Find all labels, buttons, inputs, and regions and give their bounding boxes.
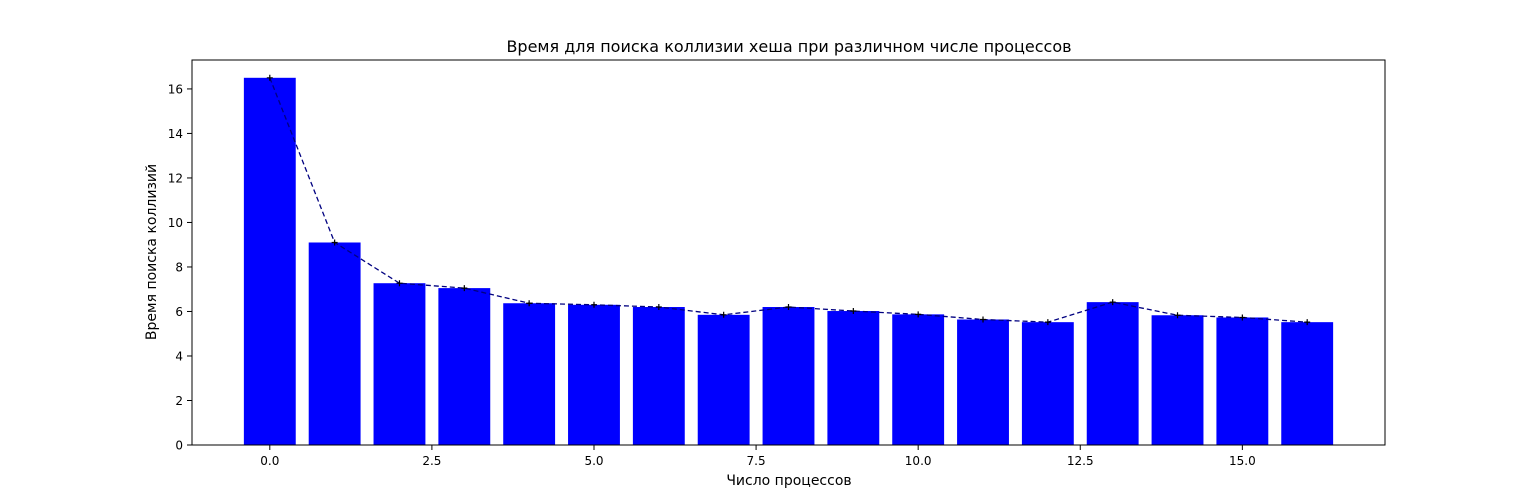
series-line <box>269 77 1308 323</box>
y-tick-label: 2 <box>175 394 183 408</box>
bar <box>1216 317 1269 445</box>
y-tick-label: 16 <box>168 82 183 96</box>
bar <box>243 77 296 446</box>
x-tick-label: 15.0 <box>1229 454 1256 468</box>
x-tick-label: 7.5 <box>747 454 766 468</box>
data-point-marker <box>461 285 468 292</box>
y-tick-label: 0 <box>175 439 183 453</box>
bar <box>957 319 1009 445</box>
data-point-marker <box>331 239 338 246</box>
x-tick-label: 12.5 <box>1067 454 1094 468</box>
y-tick-label: 12 <box>168 171 183 185</box>
bar <box>1281 322 1334 445</box>
x-tick-label: 10.0 <box>905 454 932 468</box>
bar <box>568 304 620 445</box>
chart-title: Время для поиска коллизии хеша при разли… <box>506 37 1071 56</box>
bar <box>892 314 945 445</box>
y-tick-label: 4 <box>175 349 183 363</box>
bars-layer <box>243 77 1334 446</box>
x-axis-label: Число процессов <box>726 473 851 489</box>
bar <box>438 288 491 445</box>
data-point-marker <box>915 311 922 318</box>
x-tick-label: 5.0 <box>584 454 603 468</box>
bar <box>827 311 880 445</box>
y-tick-label: 6 <box>175 305 183 319</box>
y-axis-label: Время поиска коллизий <box>144 164 160 340</box>
bar <box>697 314 750 445</box>
data-point-marker <box>1044 319 1051 326</box>
data-point-marker <box>720 311 727 318</box>
bar <box>503 303 556 445</box>
x-axis: 0.0 2.5 5.0 7.5 10.0 12.5 15.0 <box>260 445 1256 468</box>
y-axis: 0 2 4 6 8 10 12 14 16 <box>168 82 192 453</box>
bar <box>1021 322 1074 445</box>
data-point-marker <box>1304 319 1311 326</box>
line-layer <box>266 74 1311 326</box>
bar <box>308 242 361 445</box>
data-point-marker <box>590 301 597 308</box>
x-tick-label: 2.5 <box>422 454 441 468</box>
data-point-marker <box>850 308 857 315</box>
data-point-marker <box>1174 312 1181 319</box>
y-tick-label: 10 <box>168 216 183 230</box>
data-point-marker <box>396 280 403 287</box>
data-point-marker <box>785 304 792 311</box>
bar <box>1151 315 1204 445</box>
y-tick-label: 8 <box>175 260 183 274</box>
data-point-marker <box>526 300 533 307</box>
y-tick-label: 14 <box>168 127 183 141</box>
bar <box>373 283 426 445</box>
bar <box>762 307 815 445</box>
data-point-marker <box>266 74 273 81</box>
data-point-marker <box>1239 314 1246 321</box>
plot-frame <box>191 59 1386 446</box>
x-tick-label: 0.0 <box>260 454 279 468</box>
bar <box>632 307 685 445</box>
data-point-marker <box>980 316 987 323</box>
data-point-marker <box>655 304 662 311</box>
data-point-marker <box>1109 299 1116 306</box>
bar <box>1086 302 1139 445</box>
